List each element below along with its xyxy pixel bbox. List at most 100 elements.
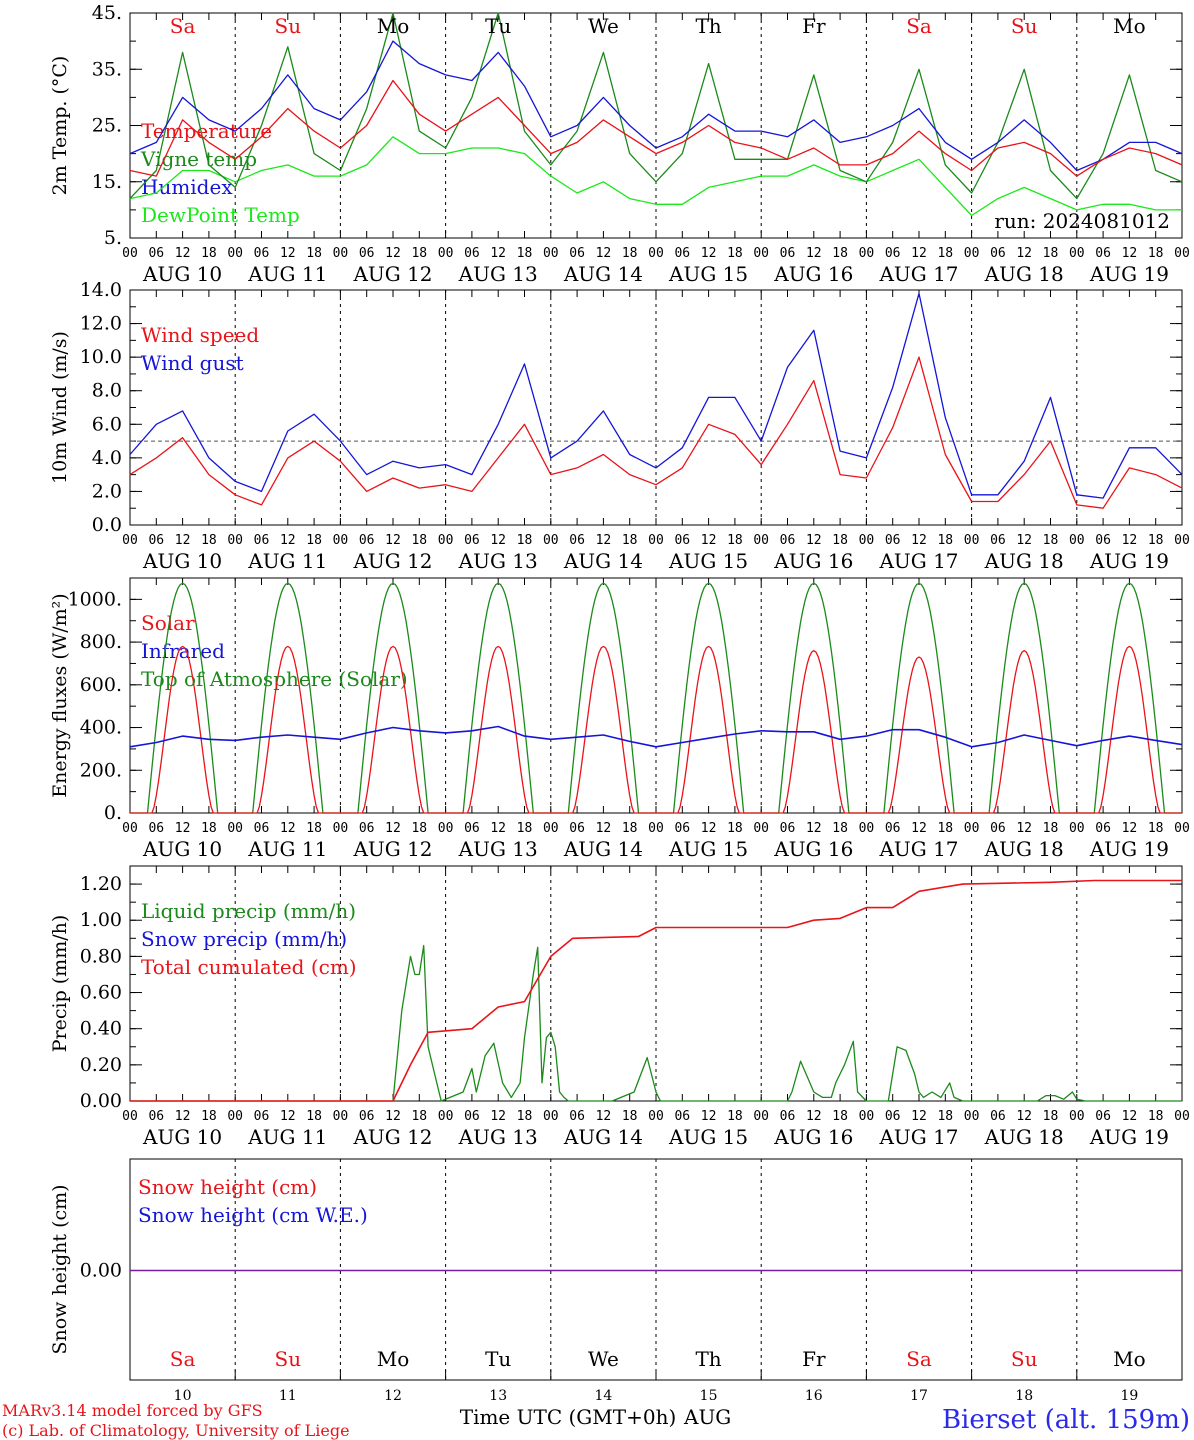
hour-label: 00 bbox=[333, 1109, 349, 1124]
y-tick-label: 6.0 bbox=[92, 413, 122, 435]
hour-label: 00 bbox=[1069, 533, 1085, 548]
hour-label: 18 bbox=[937, 246, 953, 261]
hour-label: 06 bbox=[1095, 1109, 1111, 1124]
legend-entry: Humidex bbox=[141, 175, 233, 199]
date-label: AUG 18 bbox=[984, 262, 1064, 286]
hour-label: 06 bbox=[464, 1109, 480, 1124]
hour-label: 18 bbox=[1148, 533, 1164, 548]
y-tick-label: 1.20 bbox=[80, 873, 122, 895]
date-label: AUG 13 bbox=[458, 549, 538, 573]
hour-label: 12 bbox=[596, 246, 612, 261]
hour-label: 18 bbox=[411, 246, 427, 261]
date-label: AUG 12 bbox=[352, 262, 432, 286]
weekday-label: Sa bbox=[170, 1347, 196, 1371]
date-label: AUG 10 bbox=[142, 262, 222, 286]
hour-label: 18 bbox=[517, 1109, 533, 1124]
hour-label: 18 bbox=[1148, 1109, 1164, 1124]
date-label: AUG 11 bbox=[247, 262, 327, 286]
hour-label: 12 bbox=[596, 1109, 612, 1124]
date-label: AUG 16 bbox=[773, 549, 853, 573]
hour-label: 12 bbox=[490, 1109, 506, 1124]
y-tick-label: 0.0 bbox=[92, 514, 122, 536]
weekday-label: Mo bbox=[377, 14, 410, 38]
hour-label: 06 bbox=[569, 821, 585, 836]
date-label: AUG 13 bbox=[458, 262, 538, 286]
hour-label: 18 bbox=[727, 1109, 743, 1124]
hour-label: 18 bbox=[201, 246, 217, 261]
series-humidex bbox=[129, 40, 1183, 172]
series-temperature bbox=[129, 79, 1183, 177]
day-number-label: 18 bbox=[1015, 1388, 1033, 1404]
hour-label: 06 bbox=[674, 533, 690, 548]
y-tick-label: 4.0 bbox=[92, 447, 122, 469]
hour-label: 00 bbox=[648, 821, 664, 836]
series-solar bbox=[130, 645, 1182, 814]
y-tick-label: 0. bbox=[104, 802, 122, 824]
x-axis-month: AUG bbox=[683, 1405, 731, 1429]
hour-label: 06 bbox=[674, 246, 690, 261]
hour-label: 12 bbox=[490, 821, 506, 836]
legend-entry: Snow height (cm) bbox=[138, 1175, 317, 1199]
hour-label: 12 bbox=[385, 821, 401, 836]
hour-label: 18 bbox=[1148, 246, 1164, 261]
hour-label: 06 bbox=[780, 1109, 796, 1124]
hour-label: 18 bbox=[1043, 533, 1059, 548]
panel-2: 0.0 2.0 4.0 6.0 8.0 10.0 12.0 14.0 10m Wind (m/s… bbox=[49, 279, 1190, 573]
y-tick-label: 0.60 bbox=[80, 982, 122, 1004]
hour-label: 18 bbox=[1148, 821, 1164, 836]
hour-label: 00 bbox=[227, 246, 243, 261]
hour-label: 12 bbox=[806, 1109, 822, 1124]
day-number-label: 13 bbox=[489, 1388, 507, 1404]
date-label: AUG 17 bbox=[878, 262, 958, 286]
panel-1: 5.15.25.35.45.2m Temp. (°C) TemperatureVi… bbox=[49, 2, 1190, 286]
date-label: AUG 14 bbox=[563, 837, 643, 861]
hour-label: 06 bbox=[359, 533, 375, 548]
day-number-label: 17 bbox=[910, 1388, 928, 1404]
hour-label: 06 bbox=[885, 821, 901, 836]
hour-label: 18 bbox=[306, 533, 322, 548]
y-tick-label: 1000. bbox=[68, 588, 122, 610]
hour-label: 00 bbox=[543, 1109, 559, 1124]
hour-label: 06 bbox=[148, 1109, 164, 1124]
hour-label: 06 bbox=[1095, 821, 1111, 836]
hour-label: 00 bbox=[753, 533, 769, 548]
panel-5: 0.00 Snow height (cm) Snow height (cm) Snow… bbox=[49, 1158, 1183, 1381]
hour-label: 12 bbox=[280, 533, 296, 548]
hour-label: 18 bbox=[727, 246, 743, 261]
series-infrared bbox=[129, 725, 1183, 748]
hour-label: 00 bbox=[438, 821, 454, 836]
hour-label: 00 bbox=[1069, 1109, 1085, 1124]
hour-label: 18 bbox=[306, 821, 322, 836]
legend-entry: Snow precip (mm/h) bbox=[141, 927, 347, 951]
hour-label: 00 bbox=[1174, 1109, 1190, 1124]
hour-label: 12 bbox=[490, 246, 506, 261]
y-tick-label: 10.0 bbox=[80, 346, 122, 368]
precip-series bbox=[130, 879, 1182, 1102]
y-tick-label: 12.0 bbox=[80, 313, 122, 335]
legend-entry: DewPoint Temp bbox=[141, 203, 300, 227]
hour-label: 06 bbox=[1095, 246, 1111, 261]
date-label: AUG 16 bbox=[773, 1125, 853, 1149]
hour-label: 12 bbox=[385, 533, 401, 548]
hour-label: 12 bbox=[1122, 246, 1138, 261]
date-label: AUG 17 bbox=[878, 837, 958, 861]
hour-label: 12 bbox=[701, 821, 717, 836]
y-tick-label: 0.00 bbox=[80, 1260, 122, 1282]
hour-label: 12 bbox=[806, 533, 822, 548]
date-label: AUG 15 bbox=[668, 1125, 748, 1149]
hour-label: 00 bbox=[333, 821, 349, 836]
date-label: AUG 12 bbox=[352, 1125, 432, 1149]
day-number-label: 19 bbox=[1120, 1388, 1138, 1404]
hour-label: 18 bbox=[937, 533, 953, 548]
hour-label: 12 bbox=[175, 821, 191, 836]
hour-label: 00 bbox=[543, 246, 559, 261]
hour-label: 18 bbox=[201, 533, 217, 548]
weekday-label: Su bbox=[1011, 14, 1038, 38]
hour-label: 12 bbox=[385, 1109, 401, 1124]
hour-label: 00 bbox=[859, 533, 875, 548]
hour-label: 18 bbox=[937, 821, 953, 836]
legend-entry: Wind gust bbox=[141, 351, 244, 375]
hour-label: 06 bbox=[990, 1109, 1006, 1124]
hour-label: 12 bbox=[1016, 1109, 1032, 1124]
